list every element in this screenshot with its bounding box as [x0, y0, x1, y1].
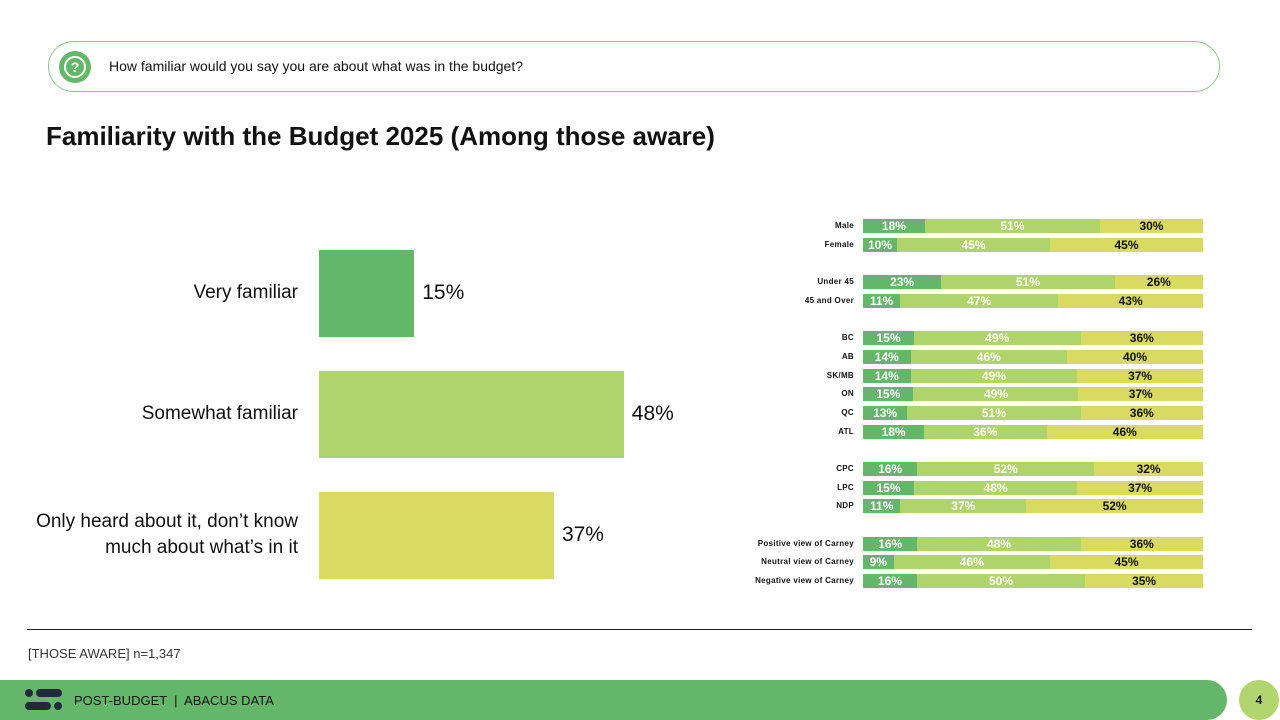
bar-segment: 46%: [910, 350, 1067, 364]
bar-segment: 16%: [863, 462, 918, 476]
bar-segment: 9%: [863, 555, 894, 569]
bar-segment: 13%: [863, 406, 908, 420]
bar-segment: 49%: [913, 387, 1079, 401]
bar-segment: 23%: [863, 275, 942, 289]
data-label: 37%: [561, 523, 604, 546]
bar-segment: 49%: [914, 331, 1081, 345]
bar-segment: 37%: [900, 499, 1027, 513]
bar-segment: 46%: [1046, 425, 1203, 439]
row-label: QC: [841, 408, 854, 417]
bar-segment: 47%: [900, 294, 1059, 308]
bar-segment: 15%: [863, 387, 914, 401]
bar-segment: 18%: [863, 219, 925, 233]
footer-bar: POST-BUDGET | ABACUS DATA: [0, 680, 1227, 720]
bar-segment: 10%: [863, 238, 897, 252]
row-label: 45 and Over: [804, 296, 854, 305]
data-label: 15%: [422, 281, 465, 304]
bar-segment: 15%: [863, 331, 914, 345]
row-label: ATL: [838, 427, 854, 436]
bar-segment: 40%: [1067, 350, 1203, 364]
bar: [319, 371, 624, 458]
bar-segment: 36%: [1080, 537, 1203, 551]
bar-segment: 30%: [1099, 219, 1203, 233]
bar-segment: 45%: [1050, 238, 1203, 252]
bar-segment: 46%: [893, 555, 1050, 569]
bar-segment: 16%: [863, 537, 918, 551]
row-label: Neutral view of Carney: [761, 557, 854, 566]
row-label: BC: [841, 333, 854, 342]
bar-segment: 52%: [1026, 499, 1203, 513]
bar-segment: 32%: [1094, 462, 1203, 476]
bar-segment: 52%: [917, 462, 1095, 476]
bar-segment: 11%: [863, 499, 901, 513]
category-label: Somewhat familiar: [141, 403, 298, 424]
row-label: CPC: [836, 464, 854, 473]
page-number: 4: [1239, 680, 1279, 720]
bar-segment: 48%: [917, 537, 1081, 551]
bar-segment: 26%: [1114, 275, 1203, 289]
bar-segment: 36%: [1080, 406, 1203, 420]
category-label: Only heard about it, don’t know much abo…: [36, 511, 298, 558]
question-text: How familiar would you say you are about…: [109, 58, 524, 74]
bar-segment: 14%: [863, 350, 911, 364]
row-label: ON: [841, 389, 854, 398]
bar-segment: 36%: [1080, 331, 1203, 345]
footer-text: POST-BUDGET | ABACUS DATA: [74, 693, 274, 708]
bar-segment: 37%: [1077, 369, 1203, 383]
question-bubble-icon: ?: [59, 51, 91, 83]
bar-segment: 18%: [863, 425, 925, 439]
bar-segment: 16%: [863, 574, 917, 588]
row-label: NDP: [836, 501, 854, 510]
bar-segment: 36%: [924, 425, 1047, 439]
bar-segment: 37%: [1077, 481, 1203, 495]
divider: [27, 629, 1252, 630]
bar-segment: 37%: [1078, 387, 1203, 401]
row-label: Negative view of Carney: [755, 576, 854, 585]
bar-segment: 45%: [897, 238, 1050, 252]
abacus-logo-icon: [25, 689, 62, 710]
bar-segment: 48%: [914, 481, 1078, 495]
question-box: ? How familiar would you say you are abo…: [48, 41, 1220, 92]
bar-segment: 51%: [941, 275, 1115, 289]
row-label: Female: [824, 240, 854, 249]
row-label: LPC: [837, 483, 854, 492]
data-label: 48%: [631, 402, 674, 425]
bar-segment: 35%: [1085, 574, 1203, 588]
bar: [319, 492, 554, 579]
page-title: Familiarity with the Budget 2025 (Among …: [46, 121, 715, 151]
bar-segment: 15%: [863, 481, 914, 495]
row-label: Under 45: [817, 277, 854, 286]
bar-segment: 45%: [1050, 555, 1203, 569]
bar-segment: 50%: [916, 574, 1086, 588]
bar-segment: 11%: [863, 294, 901, 308]
row-label: SK/MB: [826, 371, 854, 380]
row-label: Positive view of Carney: [757, 539, 854, 548]
sample-note: [THOSE AWARE] n=1,347: [28, 646, 181, 661]
bar-segment: 14%: [863, 369, 911, 383]
bar-segment: 51%: [924, 219, 1100, 233]
row-label: Male: [835, 221, 854, 230]
bar: [319, 250, 415, 337]
bar-segment: 49%: [910, 369, 1078, 383]
category-label: Very familiar: [193, 282, 298, 303]
row-label: AB: [841, 352, 854, 361]
bar-segment: 51%: [907, 406, 1081, 420]
bar-segment: 43%: [1058, 294, 1203, 308]
